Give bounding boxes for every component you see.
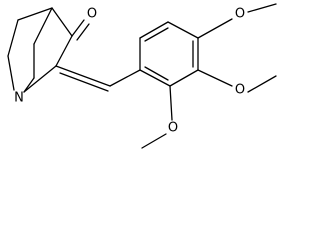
atom-label: O [168, 121, 178, 136]
bond [7, 19, 19, 57]
atom-label: O [235, 83, 245, 98]
bonds [7, 3, 277, 149]
bond [139, 69, 171, 87]
bond [144, 66, 169, 81]
bond [51, 7, 73, 37]
bond [33, 7, 53, 45]
bond [169, 69, 199, 87]
bond [55, 35, 73, 67]
bond [109, 69, 141, 87]
bond [23, 77, 35, 93]
atom-label: O [87, 7, 97, 22]
bond [247, 3, 277, 13]
bond [167, 21, 199, 39]
bond [144, 27, 169, 42]
atom-label: N [14, 91, 24, 106]
bond [7, 55, 15, 91]
bond [247, 75, 277, 93]
bond [197, 18, 233, 39]
bond [23, 65, 57, 93]
bond [55, 65, 111, 87]
bond [169, 85, 173, 121]
bond [139, 21, 169, 39]
bond [76, 23, 90, 41]
bond [71, 19, 85, 37]
molecule-diagram: O N O O O [7, 3, 277, 149]
atom-label: O [235, 7, 245, 22]
bond [197, 69, 233, 87]
bond [17, 7, 53, 21]
bond [59, 72, 109, 92]
bond [141, 133, 167, 149]
